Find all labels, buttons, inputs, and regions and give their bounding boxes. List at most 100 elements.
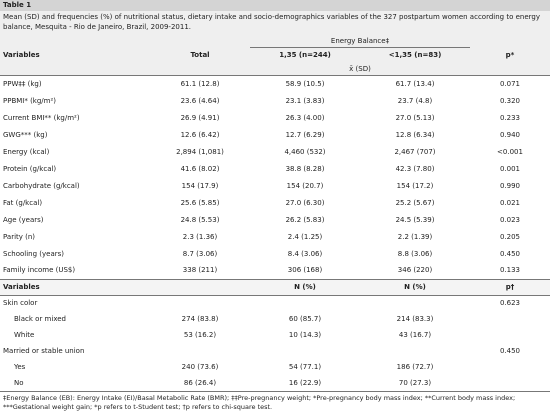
table-cell: 43 (16.7) (398, 331, 432, 339)
table-cell: 186 (72.7) (396, 363, 434, 371)
table-cell: 60 (85.7) (288, 315, 322, 323)
table-row: Carbohydrate (g/kcal) 154 (17.9) 154 (20.7… (0, 177, 550, 194)
table-cell: 26.2 (5.83) (285, 215, 325, 224)
table-row: White 53 (16.2) 10 (14.3) 43 (16.7) (0, 327, 550, 343)
table-cell: 26.3 (4.00) (285, 113, 325, 122)
table-cell: Family income (US$) (3, 266, 76, 275)
table-row: Parity (n) 2.3 (1.36) 2.4 (1.25) 2.2 (1.39)… (0, 228, 550, 245)
table-cell: 25.6 (5.85) (180, 198, 220, 207)
stat-header: x̄ (SD) (250, 63, 470, 75)
header-cell (470, 63, 550, 75)
header-row: x̄ (SD) (0, 63, 550, 75)
table-cell: 0.205 (499, 232, 521, 241)
table-cell: Protein (g/kcal) (3, 164, 57, 173)
table-cell: GWG*** (kg) (3, 130, 48, 139)
table-row: PPBMI* (kg/m²) 23.6 (4.64) 23.1 (3.83) 23.7… (0, 92, 550, 109)
section-cell: p† (470, 278, 550, 296)
table-body: Variables N (%) N (%) p† Skin color 0.623 Blac… (0, 278, 550, 391)
table-cell: 23.7 (4.8) (397, 96, 433, 105)
table-cell: 214 (83.3) (396, 315, 434, 323)
table-row: Schooling (years) 8.7 (3.06) 8.4 (3.06) 8.8… (0, 245, 550, 262)
table-row: Black or mixed 274 (83.8) 60 (85.7) 214 (83… (0, 311, 550, 327)
table-cell: 12.8 (6.34) (395, 130, 435, 139)
table-cell (470, 327, 550, 343)
column-header: p* (470, 47, 550, 63)
table-cell: 0.071 (499, 79, 521, 88)
group-label: Married or stable union (3, 347, 85, 355)
table-cell: 8.4 (3.06) (287, 249, 323, 258)
table-cell: 2.2 (1.39) (397, 232, 433, 241)
table-cell: 0.001 (499, 164, 521, 173)
data-table: Energy Balance‡ Variables Total 1,35 (n=244… (0, 35, 550, 391)
table-cell: 12.7 (6.29) (285, 130, 325, 139)
table-cell: 8.7 (3.06) (182, 249, 218, 258)
section-header: Variables N (%) N (%) p† (0, 278, 550, 296)
table-cell: <0.001 (497, 147, 523, 156)
table-cell: Current BMI** (kg/m²) (3, 113, 80, 122)
table-cell: PPW‡‡ (kg) (3, 79, 42, 88)
table-cell (470, 311, 550, 327)
table-label: Table 1 (0, 0, 550, 11)
table-cell: 86 (26.4) (183, 379, 217, 387)
table-row: GWG*** (kg) 12.6 (6.42) 12.7 (6.29) 12.8 (6… (0, 126, 550, 143)
table-cell: Fat (g/kcal) (3, 198, 43, 207)
table-cell: 16 (22.9) (288, 379, 322, 387)
footnote: ‡Energy Balance (EB): Energy Intake (EI)… (0, 391, 550, 414)
table-cell: 42.3 (7.80) (395, 164, 435, 173)
table-row: Fat (g/kcal) 25.6 (5.85) 27.0 (6.30) 25.2 (… (0, 194, 550, 211)
section-cell: Variables (0, 278, 150, 296)
table-row: Protein (g/kcal) 41.6 (8.02) 38.8 (8.28) 42… (0, 160, 550, 177)
table-cell: 154 (17.2) (396, 181, 434, 190)
table-cell: 41.6 (8.02) (180, 164, 220, 173)
section-cell: N (%) (250, 278, 360, 296)
table-cell: 2,467 (707) (394, 147, 436, 156)
table-cell: 38.8 (8.28) (285, 164, 325, 173)
table-cell: 0.940 (499, 130, 521, 139)
column-header: Variables (0, 47, 150, 63)
table-cell: Energy (kcal) (3, 147, 50, 156)
table-body: PPW‡‡ (kg) 61.1 (12.8) 58.9 (10.5) 61.7 (13… (0, 75, 550, 279)
table-cell: PPBMI* (kg/m²) (3, 96, 57, 105)
table-cell: 26.9 (4.91) (180, 113, 220, 122)
table-cell: 2.4 (1.25) (287, 232, 323, 241)
table-cell: 2.3 (1.36) (182, 232, 218, 241)
table-cell: 0.320 (499, 96, 521, 105)
table-cell: 53 (16.2) (183, 331, 217, 339)
table-cell: 58.9 (10.5) (285, 79, 325, 88)
table-cell: 23.6 (4.64) (180, 96, 220, 105)
section-cell: N (%) (360, 278, 470, 296)
table-cell: 61.1 (12.8) (180, 79, 220, 88)
group-row: Skin color 0.623 (0, 295, 550, 311)
table-cell (360, 295, 470, 311)
table-cell: 4,460 (532) (284, 147, 326, 156)
table-cell: 154 (20.7) (286, 181, 324, 190)
table-head: Energy Balance‡ Variables Total 1,35 (n=244… (0, 35, 550, 75)
table-cell: 70 (27.3) (398, 379, 432, 387)
table-cell: Carbohydrate (g/kcal) (3, 181, 80, 190)
table-cell: Parity (n) (3, 232, 36, 241)
table-cell: Black or mixed (14, 315, 66, 323)
table-cell: 61.7 (13.4) (395, 79, 435, 88)
table-cell: 0.133 (499, 266, 521, 275)
table-cell: 23.1 (3.83) (285, 96, 325, 105)
table-cell: 8.8 (3.06) (397, 249, 433, 258)
table-cell: White (14, 331, 35, 339)
table-cell: 0.990 (499, 181, 521, 190)
table-cell: Yes (14, 363, 26, 371)
table-cell (250, 343, 360, 359)
table-row: Age (years) 24.8 (5.53) 26.2 (5.83) 24.5 (5… (0, 211, 550, 228)
table-cell: 338 (211) (182, 266, 218, 275)
table-cell: 24.8 (5.53) (180, 215, 220, 224)
table-cell: 274 (83.8) (181, 315, 219, 323)
header-cell (470, 35, 550, 47)
table-cell (150, 343, 250, 359)
table-cell: 346 (220) (397, 266, 433, 275)
table-cell (360, 343, 470, 359)
table-caption: Mean (SD) and frequencies (%) of nutriti… (0, 11, 550, 35)
table-cell (470, 359, 550, 375)
table-cell: 24.5 (5.39) (395, 215, 435, 224)
table-cell: 27.0 (6.30) (285, 198, 325, 207)
table-row: No 86 (26.4) 16 (22.9) 70 (27.3) (0, 375, 550, 391)
table-cell: No (14, 379, 24, 387)
header-row: Energy Balance‡ (0, 35, 550, 48)
